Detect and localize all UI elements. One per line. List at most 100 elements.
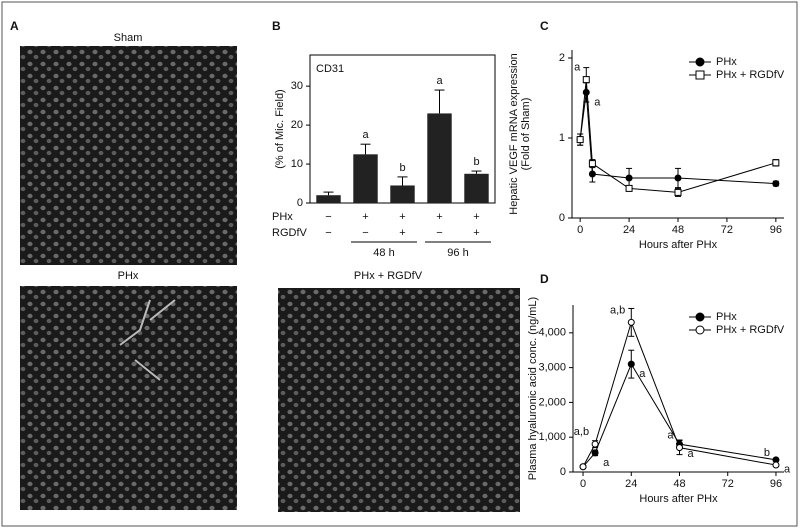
group-label: 96 h bbox=[447, 247, 468, 259]
panel-label: A bbox=[10, 19, 19, 33]
micrograph bbox=[278, 288, 520, 512]
y-tick-label: 2 bbox=[559, 52, 565, 64]
bar bbox=[427, 113, 452, 203]
x-tick-label: 24 bbox=[623, 224, 635, 236]
legend-label: PHx bbox=[716, 56, 737, 68]
x-tick-label: 96 bbox=[770, 478, 782, 490]
x-tick-label: 48 bbox=[672, 224, 684, 236]
condition-mark: − bbox=[362, 227, 368, 239]
y-tick-label: 4,000 bbox=[538, 327, 566, 339]
marker bbox=[625, 174, 633, 182]
marker bbox=[582, 76, 590, 84]
condition-mark: − bbox=[436, 227, 442, 239]
marker bbox=[674, 188, 682, 196]
y-tick-label: 1,000 bbox=[538, 431, 566, 443]
marker bbox=[772, 180, 780, 188]
marker bbox=[588, 170, 596, 178]
condition-mark: + bbox=[362, 211, 368, 223]
image-caption: Sham bbox=[114, 32, 143, 44]
image-caption: PHx bbox=[118, 270, 139, 282]
bar bbox=[464, 173, 489, 203]
annotation: a,b bbox=[610, 304, 625, 316]
micrograph bbox=[20, 46, 237, 265]
marker bbox=[576, 136, 584, 144]
series-line bbox=[579, 79, 776, 193]
marker bbox=[676, 444, 684, 452]
legend-marker bbox=[695, 70, 705, 80]
x-tick-label: 96 bbox=[770, 224, 782, 236]
condition-mark: + bbox=[436, 211, 442, 223]
y-tick-label: 10 bbox=[291, 158, 303, 170]
y-tick-label: 30 bbox=[291, 80, 303, 92]
x-tick-label: 48 bbox=[673, 478, 685, 490]
marker bbox=[627, 360, 635, 368]
legend-marker bbox=[695, 325, 705, 335]
image-caption: PHx + RGDfV bbox=[354, 270, 423, 282]
panel-label: C bbox=[540, 19, 549, 33]
micrograph bbox=[20, 286, 237, 510]
marker bbox=[772, 159, 780, 167]
y-tick-label: 20 bbox=[291, 119, 303, 131]
y-tick-label: 0 bbox=[559, 212, 565, 224]
condition-mark: − bbox=[325, 227, 331, 239]
annotation: a bbox=[639, 368, 646, 380]
marker bbox=[674, 174, 682, 182]
chart-title: CD31 bbox=[316, 63, 344, 75]
annotation: a bbox=[362, 129, 369, 141]
condition-name: RGDfV bbox=[272, 227, 308, 239]
annotation: a bbox=[603, 457, 610, 469]
marker bbox=[588, 160, 596, 168]
marker bbox=[772, 461, 780, 469]
marker bbox=[591, 440, 599, 448]
annotation: a bbox=[594, 96, 601, 108]
y-axis-label: Hepatic VEGF mRNA expression bbox=[508, 53, 520, 214]
legend-label: PHx + RGDfV bbox=[716, 324, 785, 336]
bar bbox=[390, 185, 415, 203]
bar bbox=[353, 154, 378, 203]
x-axis-label: Hours after PHx bbox=[639, 493, 718, 505]
condition-mark: + bbox=[473, 227, 479, 239]
x-tick-label: 0 bbox=[580, 478, 586, 490]
marker bbox=[591, 449, 599, 457]
x-axis-label: Hours after PHx bbox=[639, 239, 718, 251]
y-axis-label: (Fold of Sham) bbox=[520, 98, 532, 171]
condition-mark: + bbox=[473, 211, 479, 223]
marker bbox=[625, 184, 633, 192]
y-tick-label: 0 bbox=[560, 466, 566, 478]
annotation: a bbox=[436, 75, 443, 87]
condition-mark: − bbox=[325, 211, 331, 223]
annotation: a,b bbox=[574, 426, 589, 438]
panel-label: D bbox=[540, 272, 549, 286]
y-tick-label: 0 bbox=[297, 197, 303, 209]
legend-marker bbox=[695, 312, 705, 322]
y-tick-label: 1 bbox=[559, 132, 565, 144]
x-tick-label: 24 bbox=[625, 478, 637, 490]
legend-marker bbox=[695, 57, 705, 67]
condition-mark: + bbox=[399, 211, 405, 223]
marker bbox=[579, 463, 587, 471]
x-tick-label: 72 bbox=[722, 478, 734, 490]
y-tick-label: 3,000 bbox=[538, 362, 566, 374]
bar bbox=[316, 195, 341, 203]
annotation: b bbox=[399, 162, 405, 174]
y-tick-label: 2,000 bbox=[538, 396, 566, 408]
legend-label: PHx bbox=[716, 311, 737, 323]
panel-label: B bbox=[272, 19, 281, 33]
annotation: b bbox=[473, 156, 479, 168]
annotation: b bbox=[764, 447, 770, 459]
x-tick-label: 0 bbox=[577, 224, 583, 236]
annotation: a bbox=[688, 448, 695, 460]
annotation: a bbox=[574, 62, 581, 74]
marker bbox=[627, 318, 635, 326]
annotation: a bbox=[784, 464, 791, 476]
condition-name: PHx bbox=[272, 211, 293, 223]
group-label: 48 h bbox=[373, 247, 394, 259]
annotation: a bbox=[667, 430, 674, 442]
vessel bbox=[119, 299, 176, 381]
x-tick-label: 72 bbox=[721, 224, 733, 236]
legend-label: PHx + RGDfV bbox=[716, 69, 785, 81]
y-axis-label: (% of Mic. Field) bbox=[274, 89, 286, 168]
y-axis-label: Plasma hyaluronic acid conc. (ng/mL) bbox=[527, 297, 539, 480]
